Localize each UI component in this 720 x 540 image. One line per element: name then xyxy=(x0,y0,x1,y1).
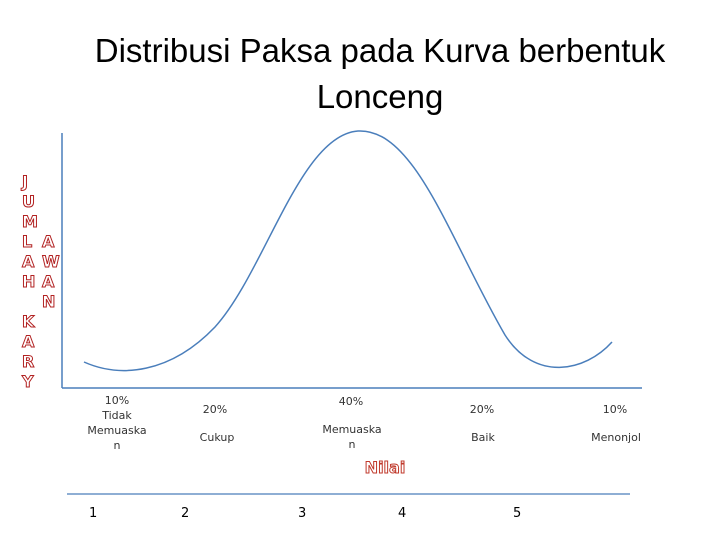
category-label: Baik xyxy=(471,431,495,444)
category-percent: 10% xyxy=(602,403,628,416)
scale-number: 3 xyxy=(298,506,307,521)
bell-curve-line xyxy=(83,130,613,372)
category-label: Menonjol xyxy=(591,431,641,444)
x-axis-title: Nilai xyxy=(364,458,406,478)
y-axis-label-column-2: A W A N xyxy=(42,232,61,312)
scale-number: 5 xyxy=(513,506,522,521)
diagram-title: Distribusi Paksa pada Kurva berbentuk Lo… xyxy=(94,32,666,115)
category-percent: 20% xyxy=(202,403,228,416)
scale-number: 2 xyxy=(181,506,190,521)
category-percent: 10% xyxy=(104,394,130,407)
category-label: Tidak Memuaska n xyxy=(87,409,147,452)
y-axis-label-column-1: J U M L A H K A R Y xyxy=(22,172,39,392)
category-label: Cukup xyxy=(199,431,235,444)
category-label: Memuaska n xyxy=(322,423,382,451)
scale-number: 1 xyxy=(89,506,98,521)
category-percent: 40% xyxy=(338,395,364,408)
category-percent: 20% xyxy=(469,403,495,416)
scale-number: 4 xyxy=(398,506,407,521)
